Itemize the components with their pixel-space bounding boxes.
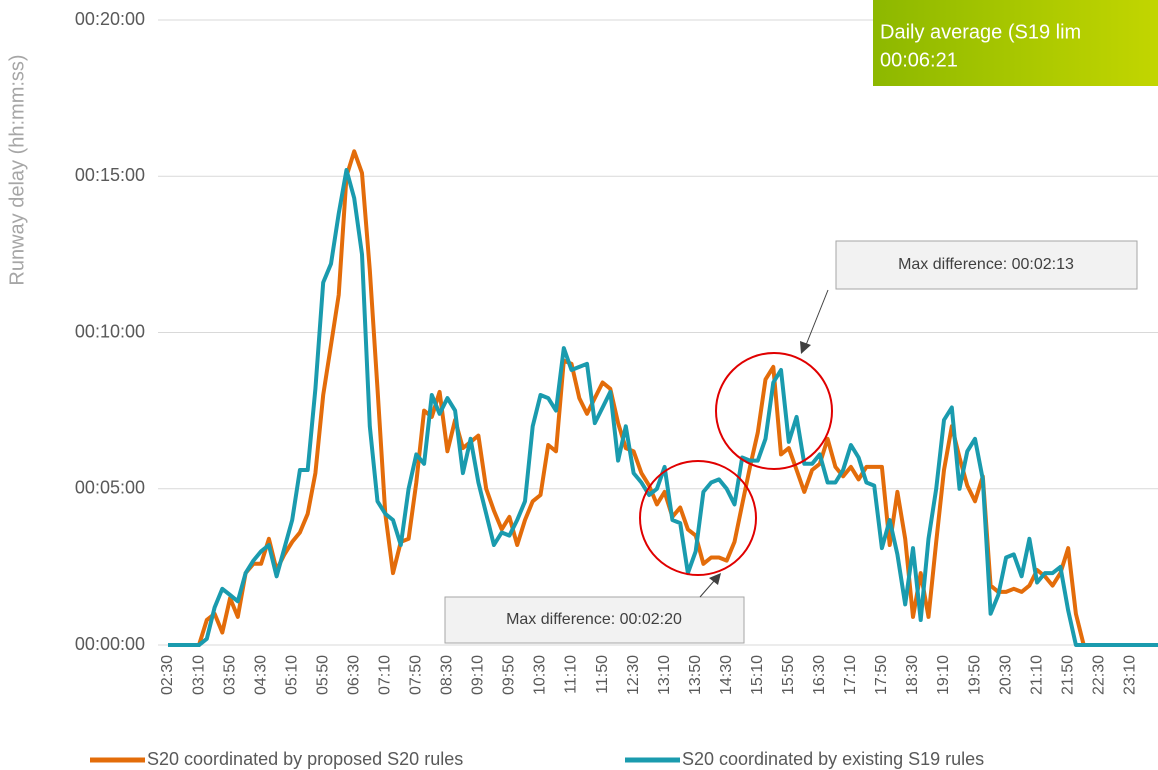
callout-box [444,596,745,644]
y-tick-label: 00:10:00 [75,321,145,341]
x-tick-label: 12:30 [625,655,642,695]
x-tick-label: 16:30 [811,655,828,695]
highlight-circle [715,352,833,470]
callout-text: Max difference: 00:02:20 [506,611,682,628]
series-line [168,149,1158,647]
average-box [873,0,1158,86]
x-tick-label: 15:10 [749,655,766,695]
x-tick-label: 08:30 [439,655,456,695]
x-tick-label: 15:50 [780,655,797,695]
x-tick-label: 07:50 [408,655,425,695]
x-tick-label: 23:10 [1121,655,1138,695]
average-value: 00:06:21 [880,49,958,71]
x-tick-label: 14:30 [718,655,735,695]
x-tick-label: 09:10 [470,655,487,695]
x-tick-label: 07:10 [376,655,393,695]
legend-label: S20 coordinated by existing S19 rules [682,749,984,769]
x-tick-label: 18:30 [904,655,921,695]
legend-label: S20 coordinated by proposed S20 rules [147,749,463,769]
x-tick-label: 19:50 [966,655,983,695]
x-tick-label: 03:50 [221,655,238,695]
x-tick-label: 21:10 [1028,655,1045,695]
x-tick-label: 05:50 [314,655,331,695]
callout-arrow [805,289,829,346]
x-tick-label: 10:30 [532,655,549,695]
y-tick-label: 00:15:00 [75,165,145,185]
x-tick-label: 17:50 [873,655,890,695]
x-tick-label: 06:30 [345,655,362,695]
y-tick-label: 00:20:00 [75,9,145,29]
y-tick-label: 00:05:00 [75,478,145,498]
x-tick-label: 11:50 [594,655,611,694]
arrow-head [709,573,721,585]
callout-arrow [699,580,715,598]
x-tick-label: 03:10 [190,655,207,695]
x-tick-label: 13:10 [656,655,673,695]
x-tick-label: 21:50 [1059,655,1076,695]
x-tick-label: 09:50 [501,655,518,695]
arrow-head [800,341,811,354]
callout-box [835,240,1138,290]
x-tick-label: 17:10 [842,655,859,695]
x-tick-label: 13:50 [687,655,704,695]
x-tick-label: 19:10 [935,655,952,695]
y-axis-title: Runway delay (hh:mm:ss) [6,54,28,285]
x-tick-label: 11:10 [563,655,580,694]
highlight-circle [639,460,757,576]
x-tick-label: 20:30 [997,655,1014,695]
x-tick-label: 05:10 [283,655,300,695]
x-tick-label: 04:30 [252,655,269,695]
x-tick-label: 22:30 [1090,655,1107,695]
x-tick-label: 02:30 [159,655,176,695]
callout-text: Max difference: 00:02:13 [898,256,1074,273]
series-line [168,168,1158,647]
y-tick-label: 00:00:00 [75,634,145,654]
average-label: Daily average (S19 lim [880,21,1081,43]
